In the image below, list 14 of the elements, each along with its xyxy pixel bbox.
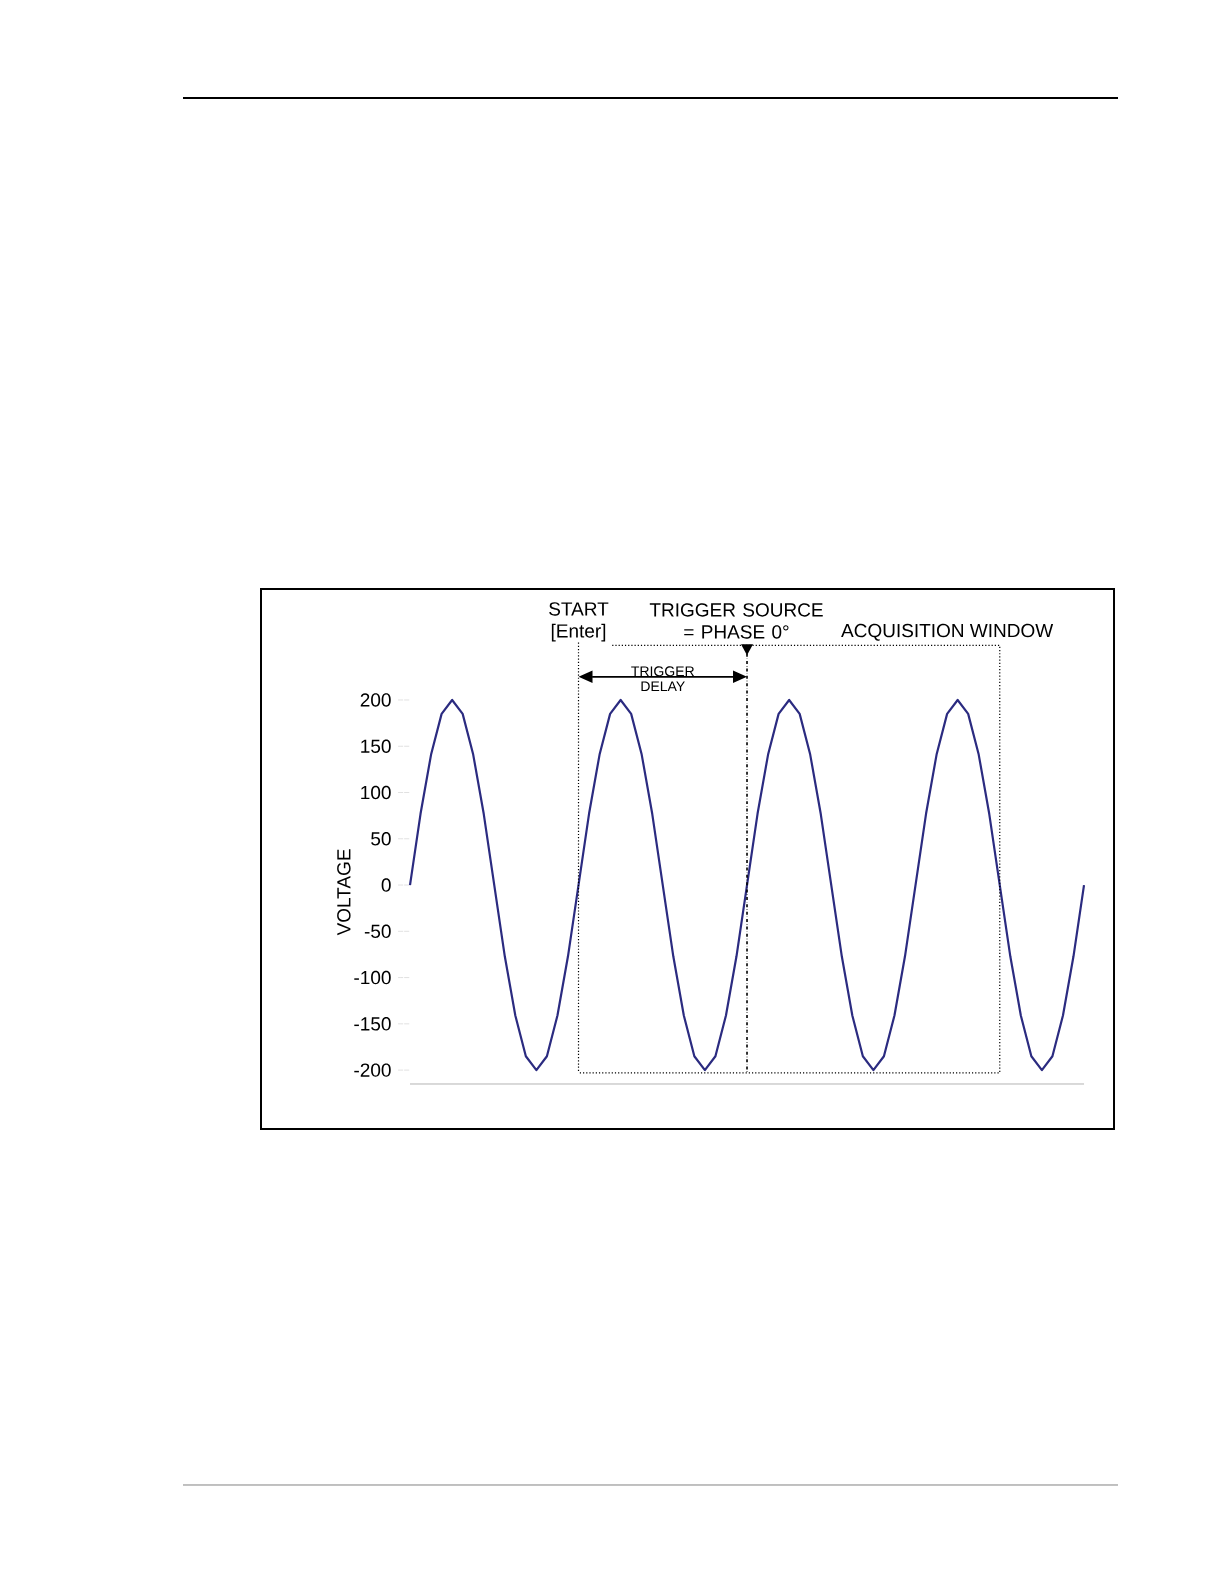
y-tick-label: -50 <box>364 924 391 939</box>
y-tick-label: -100 <box>354 970 391 985</box>
y-tick-label: 0 <box>381 878 391 892</box>
y-tick-label: -150 <box>354 1017 391 1031</box>
y-tick-label: 100 <box>361 785 391 800</box>
text: ACQUISITION WINDOW <box>841 623 1054 641</box>
y-tick-label: 150 <box>361 739 391 753</box>
y-axis-title: VOLTAGE <box>337 849 351 936</box>
y-tick-label: -200 <box>354 1063 391 1077</box>
text: TRIGGER DELAY <box>631 666 695 692</box>
text: TRIGGER SOURCE = PHASE 0° <box>649 603 823 639</box>
y-tick-label: 200 <box>360 693 391 707</box>
y-tick-label: 50 <box>371 832 391 846</box>
text: START [Enter] <box>549 602 609 642</box>
